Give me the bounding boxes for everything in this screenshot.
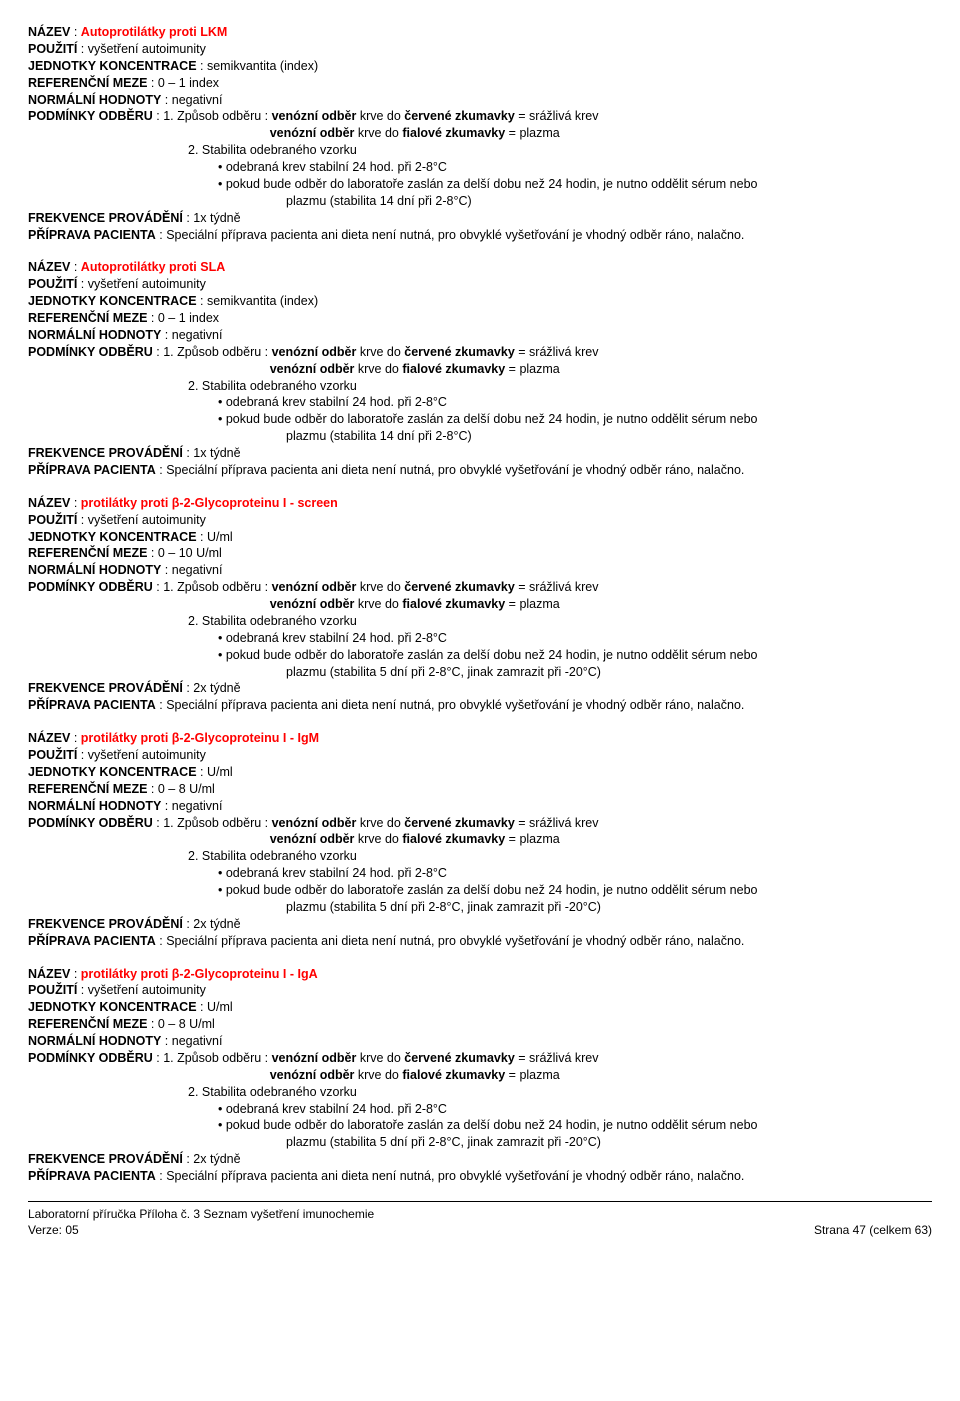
normal-line: NORMÁLNÍ HODNOTY : negativní xyxy=(28,1033,932,1050)
stability-header: 2. Stabilita odebraného vzorku xyxy=(28,142,932,159)
ref-line: REFERENČNÍ MEZE : 0 – 10 U/ml xyxy=(28,545,932,562)
conditions-line2: venózní odběr krve do fialové zkumavky =… xyxy=(28,361,932,378)
ref-line: REFERENČNÍ MEZE : 0 – 8 U/ml xyxy=(28,781,932,798)
footer-page: Strana 47 (celkem 63) xyxy=(814,1222,932,1238)
conditions-line2: venózní odběr krve do fialové zkumavky =… xyxy=(28,831,932,848)
conditions-line: PODMÍNKY ODBĚRU : 1. Způsob odběru : ven… xyxy=(28,1050,932,1067)
usage-line: POUŽITÍ : vyšetření autoimunity xyxy=(28,41,932,58)
footer-version: Verze: 05 xyxy=(28,1222,374,1238)
test-entry: NÁZEV : protilátky proti β-2-Glycoprotei… xyxy=(28,966,932,1185)
units-line: JEDNOTKY KONCENTRACE : U/ml xyxy=(28,999,932,1016)
footer-doc-title: Laboratorní příručka Příloha č. 3 Seznam… xyxy=(28,1206,374,1222)
name-line: NÁZEV : Autoprotilátky proti SLA xyxy=(28,259,932,276)
usage-line: POUŽITÍ : vyšetření autoimunity xyxy=(28,512,932,529)
ref-line: REFERENČNÍ MEZE : 0 – 1 index xyxy=(28,310,932,327)
conditions-line: PODMÍNKY ODBĚRU : 1. Způsob odběru : ven… xyxy=(28,579,932,596)
units-line: JEDNOTKY KONCENTRACE : semikvantita (ind… xyxy=(28,58,932,75)
stability-bullet-2: pokud bude odběr do laboratoře zaslán za… xyxy=(28,1117,932,1134)
normal-line: NORMÁLNÍ HODNOTY : negativní xyxy=(28,327,932,344)
preparation-line: PŘÍPRAVA PACIENTA : Speciální příprava p… xyxy=(28,1168,932,1185)
conditions-line: PODMÍNKY ODBĚRU : 1. Způsob odběru : ven… xyxy=(28,815,932,832)
stability-bullet-2b: plazmu (stabilita 5 dní při 2-8°C, jinak… xyxy=(28,899,932,916)
preparation-line: PŘÍPRAVA PACIENTA : Speciální příprava p… xyxy=(28,227,932,244)
conditions-line2: venózní odběr krve do fialové zkumavky =… xyxy=(28,125,932,142)
test-title: Autoprotilátky proti SLA xyxy=(81,260,225,274)
ref-line: REFERENČNÍ MEZE : 0 – 8 U/ml xyxy=(28,1016,932,1033)
stability-header: 2. Stabilita odebraného vzorku xyxy=(28,848,932,865)
frequency-line: FREKVENCE PROVÁDĚNÍ : 1x týdně xyxy=(28,445,932,462)
frequency-line: FREKVENCE PROVÁDĚNÍ : 2x týdně xyxy=(28,1151,932,1168)
name-line: NÁZEV : protilátky proti β-2-Glycoprotei… xyxy=(28,966,932,983)
conditions-line: PODMÍNKY ODBĚRU : 1. Způsob odběru : ven… xyxy=(28,344,932,361)
usage-line: POUŽITÍ : vyšetření autoimunity xyxy=(28,276,932,293)
name-line: NÁZEV : protilátky proti β-2-Glycoprotei… xyxy=(28,495,932,512)
stability-header: 2. Stabilita odebraného vzorku xyxy=(28,378,932,395)
stability-bullet-2b: plazmu (stabilita 5 dní při 2-8°C, jinak… xyxy=(28,664,932,681)
frequency-line: FREKVENCE PROVÁDĚNÍ : 1x týdně xyxy=(28,210,932,227)
usage-line: POUŽITÍ : vyšetření autoimunity xyxy=(28,747,932,764)
units-line: JEDNOTKY KONCENTRACE : semikvantita (ind… xyxy=(28,293,932,310)
stability-bullet-2: pokud bude odběr do laboratoře zaslán za… xyxy=(28,882,932,899)
normal-line: NORMÁLNÍ HODNOTY : negativní xyxy=(28,562,932,579)
stability-bullet-2: pokud bude odběr do laboratoře zaslán za… xyxy=(28,411,932,428)
ref-line: REFERENČNÍ MEZE : 0 – 1 index xyxy=(28,75,932,92)
conditions-line2: venózní odběr krve do fialové zkumavky =… xyxy=(28,596,932,613)
stability-bullet-1: odebraná krev stabilní 24 hod. při 2-8°C xyxy=(28,394,932,411)
stability-bullet-1: odebraná krev stabilní 24 hod. při 2-8°C xyxy=(28,1101,932,1118)
test-title: protilátky proti β-2-Glycoproteinu I - I… xyxy=(81,731,319,745)
test-title: protilátky proti β-2-Glycoproteinu I - s… xyxy=(81,496,338,510)
frequency-line: FREKVENCE PROVÁDĚNÍ : 2x týdně xyxy=(28,680,932,697)
stability-bullet-1: odebraná krev stabilní 24 hod. při 2-8°C xyxy=(28,159,932,176)
stability-bullet-2: pokud bude odběr do laboratoře zaslán za… xyxy=(28,176,932,193)
frequency-line: FREKVENCE PROVÁDĚNÍ : 2x týdně xyxy=(28,916,932,933)
stability-bullet-1: odebraná krev stabilní 24 hod. při 2-8°C xyxy=(28,865,932,882)
units-line: JEDNOTKY KONCENTRACE : U/ml xyxy=(28,764,932,781)
name-line: NÁZEV : Autoprotilátky proti LKM xyxy=(28,24,932,41)
stability-bullet-2b: plazmu (stabilita 14 dní při 2-8°C) xyxy=(28,428,932,445)
preparation-line: PŘÍPRAVA PACIENTA : Speciální příprava p… xyxy=(28,933,932,950)
stability-bullet-2b: plazmu (stabilita 5 dní při 2-8°C, jinak… xyxy=(28,1134,932,1151)
stability-header: 2. Stabilita odebraného vzorku xyxy=(28,613,932,630)
test-entry: NÁZEV : protilátky proti β-2-Glycoprotei… xyxy=(28,495,932,714)
stability-bullet-1: odebraná krev stabilní 24 hod. při 2-8°C xyxy=(28,630,932,647)
test-title: Autoprotilátky proti LKM xyxy=(81,25,228,39)
name-line: NÁZEV : protilátky proti β-2-Glycoprotei… xyxy=(28,730,932,747)
usage-line: POUŽITÍ : vyšetření autoimunity xyxy=(28,982,932,999)
normal-line: NORMÁLNÍ HODNOTY : negativní xyxy=(28,92,932,109)
stability-bullet-2: pokud bude odběr do laboratoře zaslán za… xyxy=(28,647,932,664)
footer-separator xyxy=(28,1201,932,1202)
test-entry: NÁZEV : Autoprotilátky proti SLAPOUŽITÍ … xyxy=(28,259,932,478)
conditions-line: PODMÍNKY ODBĚRU : 1. Způsob odběru : ven… xyxy=(28,108,932,125)
stability-bullet-2b: plazmu (stabilita 14 dní při 2-8°C) xyxy=(28,193,932,210)
units-line: JEDNOTKY KONCENTRACE : U/ml xyxy=(28,529,932,546)
footer: Laboratorní příručka Příloha č. 3 Seznam… xyxy=(28,1206,932,1238)
stability-header: 2. Stabilita odebraného vzorku xyxy=(28,1084,932,1101)
test-entry: NÁZEV : Autoprotilátky proti LKMPOUŽITÍ … xyxy=(28,24,932,243)
conditions-line2: venózní odběr krve do fialové zkumavky =… xyxy=(28,1067,932,1084)
test-title: protilátky proti β-2-Glycoproteinu I - I… xyxy=(81,967,318,981)
preparation-line: PŘÍPRAVA PACIENTA : Speciální příprava p… xyxy=(28,697,932,714)
normal-line: NORMÁLNÍ HODNOTY : negativní xyxy=(28,798,932,815)
test-entry: NÁZEV : protilátky proti β-2-Glycoprotei… xyxy=(28,730,932,949)
preparation-line: PŘÍPRAVA PACIENTA : Speciální příprava p… xyxy=(28,462,932,479)
